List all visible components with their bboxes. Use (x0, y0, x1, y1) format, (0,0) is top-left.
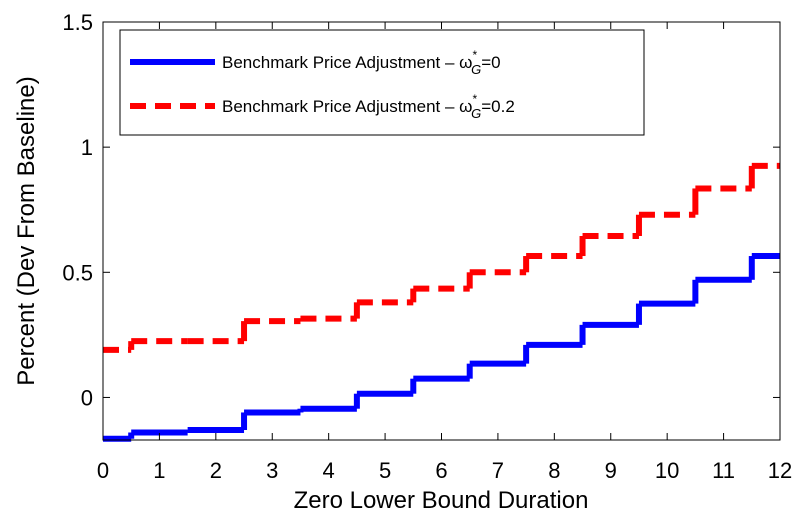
legend-label: Benchmark Price Adjustment – ω* G=0 (222, 48, 501, 77)
x-tick-label: 9 (605, 458, 617, 483)
x-tick-label: 12 (768, 458, 792, 483)
x-tick-label: 5 (379, 458, 391, 483)
x-tick-label: 11 (712, 458, 735, 483)
series (103, 253, 780, 442)
x-tick-label: 6 (435, 458, 447, 483)
x-tick-label: 7 (492, 458, 504, 483)
legend: Benchmark Price Adjustment – ω* G=0 Benchm… (119, 29, 645, 136)
x-axis-label: Zero Lower Bound Duration (294, 487, 589, 514)
y-axis-label: Percent (Dev From Baseline) (13, 76, 40, 385)
y-tick-label: 0 (81, 385, 93, 410)
x-tick-label: 4 (323, 458, 335, 483)
x-tick-label: 3 (266, 458, 278, 483)
y-tick-label: 0.5 (62, 260, 93, 285)
y-tick-label: 1.5 (62, 10, 93, 35)
x-tick-label: 10 (655, 458, 679, 483)
x-tick-label: 8 (548, 458, 560, 483)
series (103, 162, 780, 353)
y-tick-label: 1 (81, 135, 93, 160)
legend-box (119, 29, 645, 136)
x-tick-label: 0 (97, 458, 109, 483)
x-tick-label: 2 (210, 458, 222, 483)
legend-label: Benchmark Price Adjustment – ω* G=0.2 (222, 92, 515, 121)
x-tick-label: 1 (153, 458, 165, 483)
